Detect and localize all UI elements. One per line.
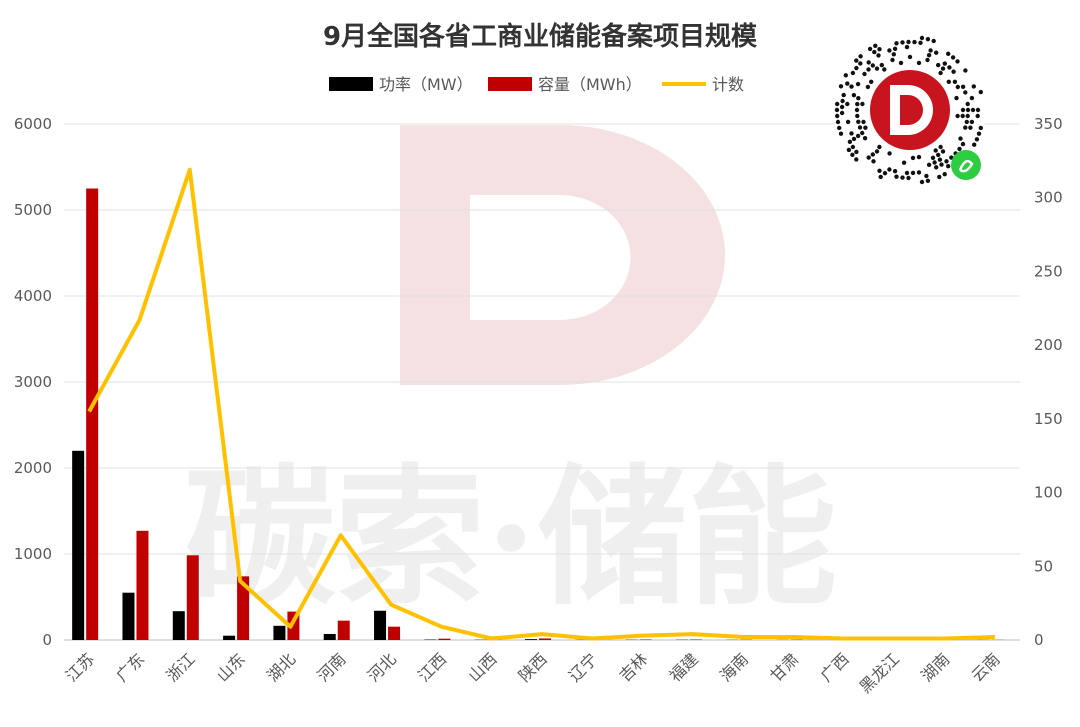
y-left-tick-label: 4000 [14,287,52,305]
line-series-count [87,167,995,641]
x-category-label: 吉林 [615,649,651,685]
y-left-tick-label: 6000 [14,115,52,133]
y-right-tick-label: 0 [1034,631,1044,649]
watermark-logo [400,125,725,385]
bar-power [72,450,85,640]
x-category-label: 广东 [112,649,148,685]
legend-label-power: 功率（MW） [379,75,473,94]
bars [72,188,1004,640]
y-right-tick-label: 100 [1034,484,1063,502]
y-left-tick-label: 1000 [14,545,52,563]
legend-swatch-capacity [488,77,532,91]
legend: 功率（MW） 容量（MWh） 计数 [329,75,744,94]
bar-power [122,592,135,640]
count-line [87,167,995,641]
x-category-label: 河北 [364,649,400,685]
bar-power [223,635,236,640]
bar-capacity [136,530,149,640]
x-category-label: 江苏 [62,649,98,685]
x-category-label: 黑龙江 [856,649,903,696]
chart-title: 9月全国各省工商业储能备案项目规模 [323,21,758,52]
legend-label-capacity: 容量（MWh） [538,75,642,94]
y-left-tick-label: 0 [42,631,52,649]
bar-power [273,625,286,640]
y-left-tick-label: 2000 [14,459,52,477]
qr-logo [890,85,933,135]
bar-capacity [86,188,99,640]
bar-capacity [438,638,451,640]
qr-pattern [834,35,983,185]
bar-capacity [337,620,350,640]
x-category-label: 湖南 [917,649,953,685]
y-right-tick-label: 200 [1034,336,1063,354]
x-category-label: 江西 [414,649,450,685]
y-left-tick-label: 5000 [14,201,52,219]
y-axis-right: 0 50 100 150 200 250 300 350 [1034,115,1063,649]
x-category-label: 湖北 [263,649,299,685]
y-right-tick-label: 250 [1034,262,1063,280]
legend-label-count: 计数 [712,75,744,94]
y-axis-left: 0 1000 2000 3000 4000 5000 6000 [14,115,52,649]
legend-swatch-power [329,77,373,91]
y-right-tick-label: 50 [1034,557,1053,575]
x-category-label: 辽宁 [565,649,601,685]
x-category-label: 河南 [313,649,349,685]
x-category-label: 陕西 [515,649,551,685]
x-category-label: 海南 [716,649,752,685]
x-category-label: 广西 [817,649,853,685]
x-category-label: 山东 [213,649,249,685]
y-right-tick-label: 300 [1034,189,1063,207]
x-category-label: 福建 [666,649,702,685]
bar-power [525,639,537,640]
bar-capacity [186,555,199,640]
y-right-tick-label: 150 [1034,410,1063,428]
bar-capacity [539,638,551,640]
x-axis-categories: 江苏 广东 浙江 山东 湖北 河南 河北 江西 山西 陕西 辽宁 吉林 福建 海南 甘肃 广西 黑龙江 湖南 云南 [62,649,1004,696]
bar-capacity [639,639,652,640]
x-category-label: 山西 [464,649,500,685]
bar-power [172,611,185,640]
x-category-label: 云南 [968,649,1004,685]
qr-code [834,34,986,186]
watermark: 碳索·储能 [185,125,837,626]
y-left-tick-label: 3000 [14,373,52,391]
bar-capacity [237,576,250,640]
x-category-label: 甘肃 [766,649,802,685]
watermark-text: 碳索·储能 [185,450,837,626]
x-category-label: 浙江 [163,649,199,685]
bar-capacity [689,639,702,640]
bar-capacity [388,626,401,640]
y-right-tick-label: 350 [1034,115,1063,133]
mini-program-icon [951,150,981,180]
bar-power [323,633,336,640]
bar-power [374,610,387,640]
